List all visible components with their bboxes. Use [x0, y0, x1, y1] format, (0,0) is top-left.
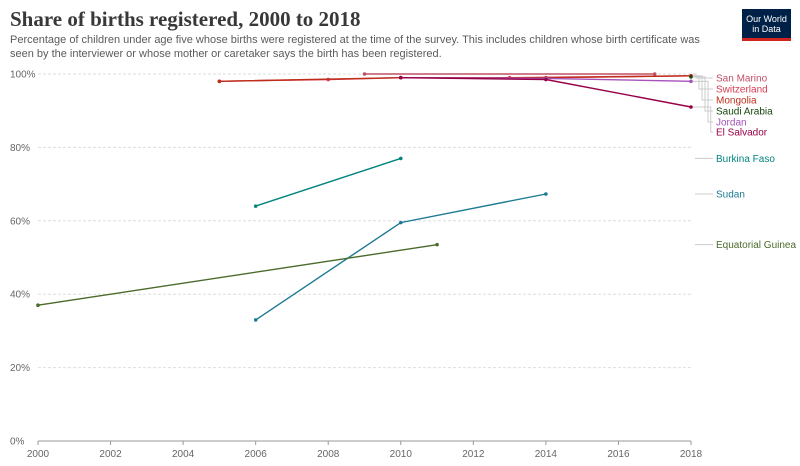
logo-line-1: Our World [746, 14, 787, 24]
data-point [689, 75, 693, 79]
data-point [398, 75, 403, 80]
data-point [362, 72, 367, 76]
x-tick-label: 2014 [535, 449, 558, 460]
series-line [37, 244, 438, 306]
y-tick-label: 0% [10, 437, 25, 448]
legend-connector [693, 76, 713, 112]
series-line [400, 77, 692, 108]
x-tick-label: 2006 [245, 449, 268, 460]
legend-label: Jordan [716, 118, 747, 129]
series-burkina-faso [253, 156, 403, 208]
legend-connector [693, 80, 713, 123]
y-tick-label: 100% [10, 70, 36, 81]
data-point [398, 220, 403, 225]
data-point [398, 156, 403, 161]
data-point [544, 192, 548, 196]
chart-subtitle: Percentage of children under age five wh… [10, 34, 700, 60]
legend-label: San Marino [716, 74, 768, 85]
x-tick-label: 2012 [462, 449, 485, 460]
data-point [435, 242, 439, 247]
legend-label: Equatorial Guinea [716, 240, 796, 251]
data-point [652, 72, 657, 76]
legend-connector [693, 106, 713, 133]
x-tick-label: 2000 [27, 449, 50, 460]
x-tick-label: 2018 [680, 449, 703, 460]
series-lines [36, 72, 693, 322]
legend-label: Burkina Faso [716, 154, 775, 165]
data-point [253, 318, 258, 322]
data-point [689, 105, 693, 109]
legend-label: Mongolia [716, 96, 757, 107]
data-point [253, 204, 258, 208]
x-tick-label: 2004 [172, 449, 195, 460]
data-point [217, 79, 222, 84]
series-line [255, 193, 547, 321]
series-saudi-arabia [689, 75, 693, 79]
series-line [255, 157, 402, 207]
series-san-marino [362, 72, 657, 76]
x-tick-label: 2016 [607, 449, 630, 460]
legend-label: Sudan [716, 190, 745, 201]
legend-label: El Salvador [716, 128, 768, 139]
data-point [689, 79, 693, 84]
series-el-salvador [398, 75, 693, 109]
axes: 0% 20% 40% 60% 80% 100% 2000 2002 2004 2006 2008 20… [10, 70, 703, 461]
gridlines [38, 73, 691, 369]
x-tick-label: 2008 [317, 449, 340, 460]
data-point [544, 77, 548, 82]
series-sudan [253, 192, 548, 322]
legend-connector [693, 75, 713, 101]
x-tick-label: 2010 [390, 449, 413, 460]
logo-line-2: in Data [752, 24, 781, 34]
owid-logo[interactable]: Our World in Data [742, 9, 791, 41]
x-tick-label: 2002 [99, 449, 122, 460]
chart-title: Share of births registered, 2000 to 2018 [10, 7, 361, 31]
legend-label: Saudi Arabia [716, 107, 773, 118]
y-tick-label: 40% [10, 290, 30, 301]
data-point [36, 303, 40, 308]
y-tick-label: 80% [10, 143, 30, 154]
series-equatorial-guinea [36, 242, 439, 308]
y-tick-label: 60% [10, 216, 30, 227]
legend-label: Switzerland [716, 85, 768, 96]
y-tick-label: 20% [10, 363, 30, 374]
